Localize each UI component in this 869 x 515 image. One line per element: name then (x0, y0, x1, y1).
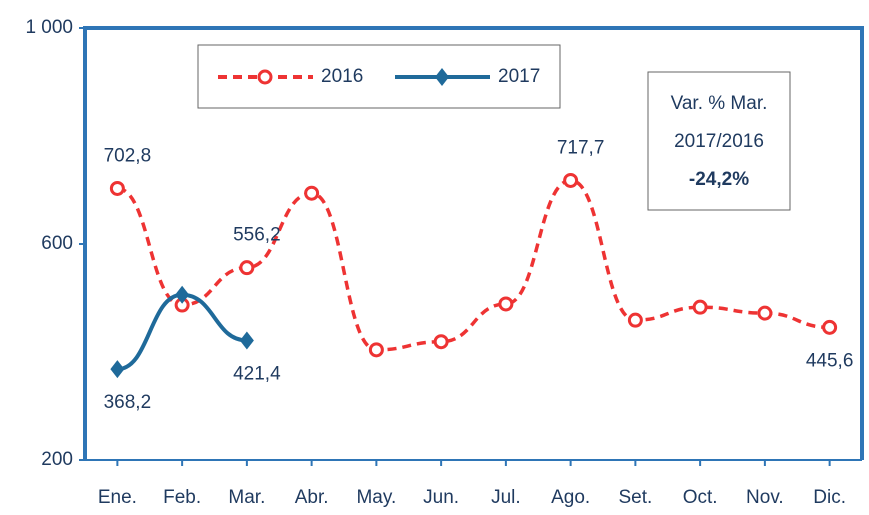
data-label: 421,4 (233, 363, 281, 384)
marker (692, 299, 708, 315)
marker (110, 360, 125, 379)
data-label: 445,6 (806, 350, 854, 371)
marker (239, 260, 255, 276)
x-tick-label: Nov. (746, 487, 784, 508)
x-tick-label: Feb. (163, 487, 201, 508)
x-tick-label: Dic. (813, 487, 846, 508)
marker (304, 185, 320, 201)
x-tick-label: Set. (618, 487, 652, 508)
series-line (117, 178, 830, 352)
marker (239, 331, 254, 350)
marker (627, 312, 643, 328)
marker (109, 180, 125, 196)
legend-marker (257, 69, 273, 85)
marker (757, 305, 773, 321)
annotation-line: Var. % Mar. (671, 93, 768, 114)
annotation-box (647, 71, 791, 211)
marker (822, 319, 838, 335)
y-tick-label: 200 (41, 449, 73, 470)
legend-marker (435, 68, 449, 86)
x-tick-label: Abr. (295, 487, 329, 508)
x-tick-label: Jul. (491, 487, 521, 508)
annotation-line: 2017/2016 (674, 131, 764, 152)
marker (498, 296, 514, 312)
y-tick-label: 600 (41, 233, 73, 254)
x-tick-label: May. (356, 487, 396, 508)
x-tick-label: Mar. (228, 487, 265, 508)
marker (433, 334, 449, 350)
x-tick-label: Oct. (683, 487, 718, 508)
y-tick-label: 1 000 (25, 17, 73, 38)
x-tick-label: Jun. (423, 487, 459, 508)
x-tick-label: Ago. (551, 487, 590, 508)
data-label: 702,8 (104, 146, 152, 167)
data-label: 556,2 (233, 225, 281, 246)
marker (175, 285, 190, 304)
marker (368, 342, 384, 358)
legend-label: 2017 (498, 66, 540, 87)
legend-label: 2016 (321, 66, 363, 87)
marker (563, 172, 579, 188)
data-label: 368,2 (104, 392, 152, 413)
annotation-line: -24,2% (689, 169, 749, 190)
x-tick-label: Ene. (98, 487, 137, 508)
data-label: 717,7 (557, 137, 605, 158)
